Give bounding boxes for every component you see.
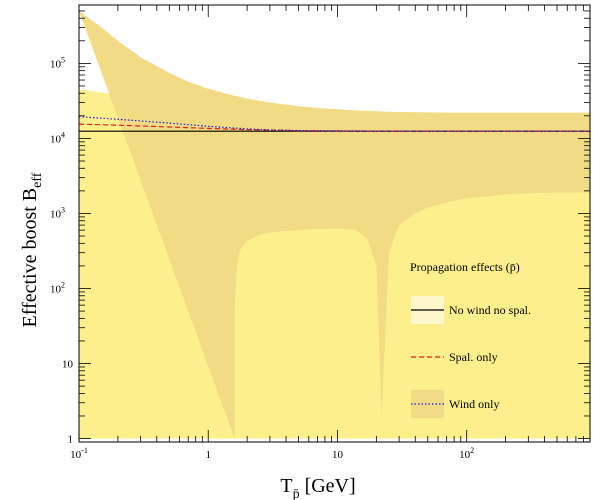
plot-frame [78,4,591,443]
x-axis-title-sub: p̄ [293,487,300,500]
x-tick-label: 102 [459,446,474,461]
x-axis-title-unit: [GeV] [305,475,356,497]
legend-label-3: Wind only [449,397,500,411]
legend-swatch-3 [411,390,444,418]
y-tick-label: 102 [50,280,65,295]
bands-layer [79,10,590,439]
y-axis-title-text: Effective boost B [19,188,41,328]
legend-label-2: Spal. only [449,350,498,364]
x-tick-label: 10-1 [70,446,88,461]
series-lines [78,116,590,132]
series-line-3 [78,116,590,132]
x-tick-label: 10 [332,449,344,461]
y-axis-title: Effective boost Beff [19,172,45,327]
y-tick-label: 105 [50,55,65,70]
x-tick-label: 1 [205,449,211,461]
y-tick-label: 104 [50,130,65,145]
y-tick-label: 103 [50,205,65,220]
axis-ticks [78,4,591,443]
x-axis-title-text: T [280,475,292,497]
legend-title: Propagation effects (p̄) [410,260,520,274]
plot-border [78,4,591,443]
y-axis-title-sub: eff [30,172,45,188]
legend: Propagation effects (p̄) No wind no spal.… [410,260,531,418]
band-3 [79,10,590,439]
y-tick-label: 10 [62,359,74,371]
y-tick-label: 1 [68,434,74,446]
legend-label-1: No wind no spal. [449,303,531,317]
x-axis-title: Tp̄ [GeV] [280,475,355,500]
